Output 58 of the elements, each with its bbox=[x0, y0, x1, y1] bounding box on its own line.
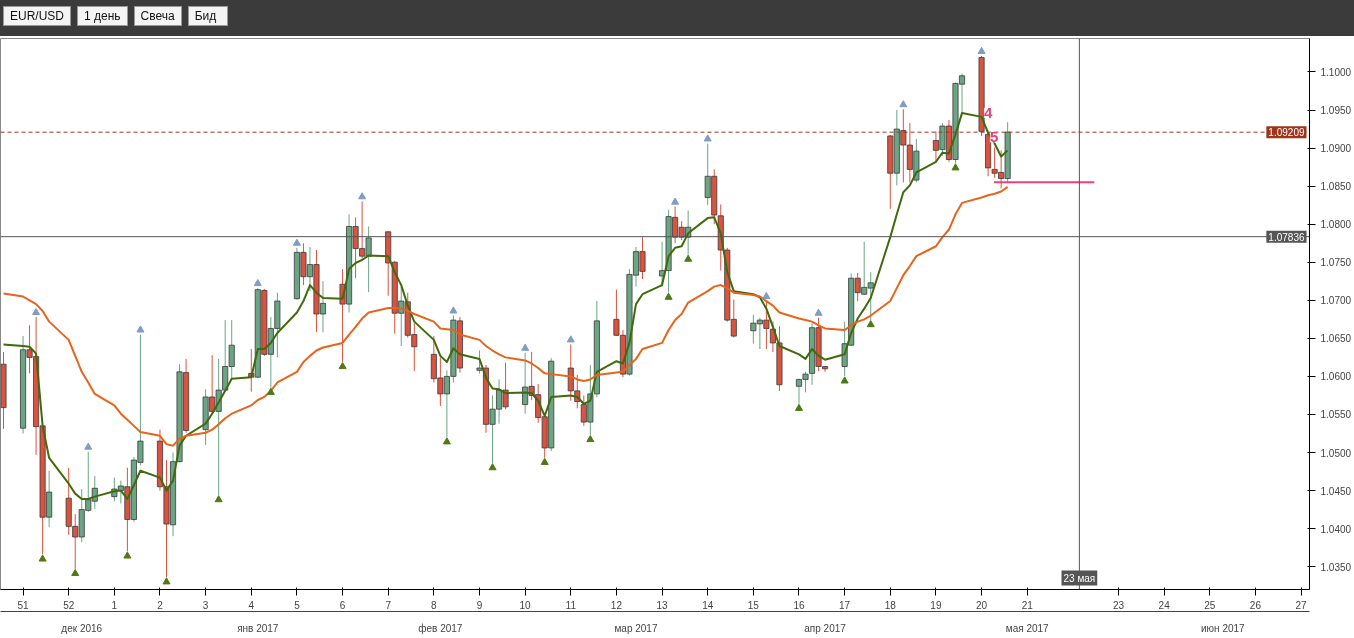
y-tick-label: 1.0500 bbox=[1320, 447, 1352, 459]
x-tick-label: 6 bbox=[339, 599, 346, 611]
x-tick-label: 51 bbox=[17, 599, 30, 611]
ref-line-label: 23 мая bbox=[1063, 572, 1096, 584]
x-tick-label: 2 bbox=[157, 599, 164, 611]
x2-tick-label: апр 2017 bbox=[804, 622, 847, 634]
x2-tick-label: мая 2017 bbox=[1005, 622, 1050, 634]
ref-line-label: 1.09209 bbox=[1268, 127, 1305, 139]
y-tick-label: 1.0450 bbox=[1320, 485, 1352, 497]
x2-tick-label: июн 2017 bbox=[1201, 622, 1246, 634]
y-tick-label: 1.0800 bbox=[1320, 219, 1352, 231]
x2-tick-label: янв 2017 bbox=[237, 622, 279, 634]
annotation: 4 bbox=[983, 104, 993, 122]
x-tick-label: 10 bbox=[519, 599, 532, 611]
x-tick-label: 21 bbox=[1021, 599, 1034, 611]
y-tick-label: 1.0600 bbox=[1320, 371, 1352, 383]
y-tick-label: 1.0550 bbox=[1320, 409, 1352, 421]
y-tick-label: 1.0950 bbox=[1320, 105, 1352, 117]
y-tick-label: 1.0700 bbox=[1320, 295, 1352, 307]
x-tick-label: 4 bbox=[248, 599, 255, 611]
x-tick-label: 13 bbox=[656, 599, 669, 611]
x-tick-label: 11 bbox=[565, 599, 577, 611]
x-tick-label: 1 bbox=[111, 599, 118, 611]
x-tick-label: 24 bbox=[1158, 599, 1171, 611]
chart-title: EUR/USD bbox=[3, 6, 72, 26]
x-tick-label: 27 bbox=[1295, 599, 1308, 611]
x-tick-label: 19 bbox=[930, 599, 942, 611]
x-tick-label: 18 bbox=[884, 599, 897, 611]
x-tick-label: 8 bbox=[431, 599, 438, 611]
y-tick-label: 1.0350 bbox=[1320, 561, 1352, 573]
ref-line-label: 1.07836 bbox=[1268, 231, 1305, 243]
x-tick-label: 5 bbox=[294, 599, 301, 611]
x-tick-label: 52 bbox=[63, 599, 75, 611]
text: Бид bbox=[187, 6, 228, 26]
x-tick-label: 7 bbox=[385, 599, 392, 611]
x-tick-label: 14 bbox=[702, 599, 714, 611]
y-tick-label: 1.0850 bbox=[1320, 181, 1352, 193]
x-tick-label: 26 bbox=[1249, 599, 1262, 611]
x2-tick-label: фев 2017 bbox=[418, 622, 463, 634]
x-tick-label: 9 bbox=[476, 599, 483, 611]
y-tick-label: 1.0400 bbox=[1320, 523, 1352, 535]
y-tick-label: 1.1000 bbox=[1320, 66, 1352, 78]
text: Свеча bbox=[133, 6, 182, 26]
x-tick-label: 16 bbox=[793, 599, 805, 611]
x-tick-label: 25 bbox=[1204, 599, 1216, 611]
x2-tick-label: дек 2016 bbox=[61, 622, 103, 634]
y-tick-label: 1.0650 bbox=[1320, 333, 1352, 345]
x2-tick-label: мар 2017 bbox=[614, 622, 658, 634]
y-tick-label: 1.0900 bbox=[1320, 143, 1352, 155]
x-tick-label: 17 bbox=[839, 599, 851, 611]
annotation: 5 bbox=[989, 128, 999, 146]
x-tick-label: 23 bbox=[1112, 599, 1125, 611]
x-tick-label: 3 bbox=[202, 599, 209, 611]
x-tick-label: 15 bbox=[747, 599, 760, 611]
text: 1 день bbox=[77, 6, 128, 26]
x-tick-label: 20 bbox=[976, 599, 988, 611]
y-tick-label: 1.0750 bbox=[1320, 257, 1352, 269]
x-tick-label: 12 bbox=[610, 599, 623, 611]
